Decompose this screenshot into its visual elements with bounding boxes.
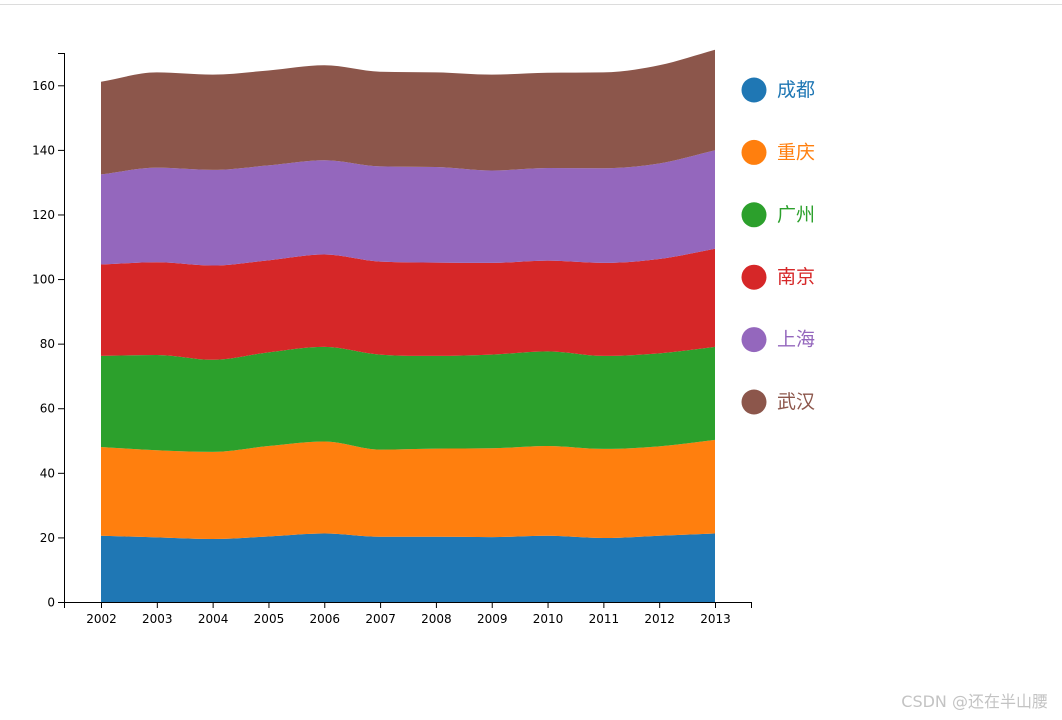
x-tick-label-6: 2008: [421, 612, 452, 626]
legend-swatch-0: [741, 77, 767, 103]
x-tick-label-2: 2004: [198, 612, 229, 626]
y-axis-line: [58, 53, 65, 603]
y-tick-label-4: 80: [40, 337, 55, 351]
y-axis: 0 20 40 60 80 100 120 140 160: [32, 53, 65, 610]
x-tick-label-4: 2006: [309, 612, 340, 626]
legend-label-3: 南京: [777, 266, 815, 288]
legend-swatch-2: [741, 202, 767, 228]
legend-label-5: 武汉: [777, 391, 815, 413]
area-layers: [101, 49, 715, 602]
x-tick-label-8: 2010: [533, 612, 564, 626]
area-series-2: [101, 346, 715, 452]
legend-label-0: 成都: [777, 79, 815, 101]
area-series-4: [101, 150, 715, 266]
legend-label-2: 广州: [777, 204, 815, 226]
area-series-5: [101, 49, 715, 175]
watermark: CSDN @还在半山腰: [901, 692, 1048, 711]
y-tick-label-7: 140: [32, 143, 55, 157]
area-series-0: [101, 533, 715, 602]
y-tick-label-0: 0: [47, 596, 55, 610]
legend-swatch-4: [741, 327, 767, 353]
legend-label-1: 重庆: [777, 141, 815, 163]
legend-swatch-5: [741, 389, 767, 415]
y-tick-label-3: 60: [40, 402, 55, 416]
legend-swatch-3: [741, 264, 767, 290]
x-tick-label-11: 2013: [700, 612, 731, 626]
x-tick-label-0: 2002: [86, 612, 117, 626]
x-tick-label-5: 2007: [365, 612, 396, 626]
y-tick-label-1: 20: [40, 531, 55, 545]
x-tick-label-7: 2009: [477, 612, 508, 626]
x-axis: 2002 2003 2004 2005 2006 2007 2008 2009 2010 2011…: [64, 602, 752, 626]
y-tick-label-6: 120: [32, 208, 55, 222]
legend-swatch-1: [741, 139, 767, 165]
x-axis-line: [64, 602, 752, 608]
top-divider: [0, 4, 1062, 5]
legend-label-4: 上海: [777, 329, 815, 351]
x-tick-label-3: 2005: [254, 612, 285, 626]
area-series-3: [101, 248, 715, 360]
y-tick-label-5: 100: [32, 273, 55, 287]
y-tick-label-8: 160: [32, 79, 55, 93]
x-tick-label-9: 2011: [589, 612, 620, 626]
x-tick-label-10: 2012: [644, 612, 675, 626]
y-tick-label-2: 40: [40, 466, 55, 480]
x-tick-label-1: 2003: [142, 612, 173, 626]
area-series-1: [101, 439, 715, 540]
